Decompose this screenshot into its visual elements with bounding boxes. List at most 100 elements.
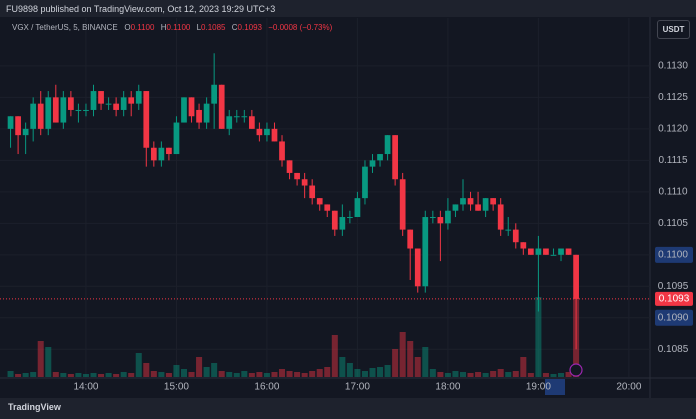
volume-bar bbox=[467, 373, 474, 377]
volume-bar bbox=[37, 341, 44, 377]
candle-body bbox=[181, 97, 187, 123]
x-tick-label: 19:00 bbox=[526, 382, 551, 393]
volume-bar bbox=[369, 368, 376, 377]
volume-bar bbox=[30, 372, 37, 377]
volume-bar bbox=[392, 349, 399, 377]
volume-bar bbox=[241, 371, 248, 377]
candle-body bbox=[248, 116, 255, 129]
volume-bar bbox=[90, 373, 97, 377]
candle-body bbox=[279, 141, 285, 161]
candle-body bbox=[558, 248, 564, 255]
candle-body bbox=[369, 160, 376, 167]
candle-body bbox=[22, 128, 29, 136]
ohlc-value: 0.1085 bbox=[201, 23, 226, 32]
volume-bar bbox=[150, 371, 157, 377]
volume-bar bbox=[218, 371, 225, 377]
volume-bar bbox=[422, 347, 429, 377]
candle-body bbox=[475, 204, 481, 211]
volume-bar bbox=[316, 369, 323, 377]
last-price-label: 0.1093 bbox=[659, 294, 690, 305]
candle-body bbox=[233, 116, 240, 118]
candle-body bbox=[113, 103, 119, 110]
volume-bar bbox=[429, 369, 436, 377]
y-tick-label: 0.1095 bbox=[658, 281, 689, 292]
candle-body bbox=[120, 97, 127, 110]
volume-bar bbox=[22, 373, 29, 377]
candle-body bbox=[452, 204, 459, 211]
volume-bar bbox=[113, 374, 120, 377]
candle-body bbox=[135, 91, 142, 104]
top-bar bbox=[0, 0, 696, 17]
legend: VGX / TetherUS, 5, BINANCE O0.1100 H0.11… bbox=[12, 23, 336, 32]
volume-bar bbox=[407, 341, 414, 377]
candle-body bbox=[482, 198, 489, 211]
volume-bar bbox=[294, 372, 301, 377]
candle-body bbox=[90, 91, 97, 110]
candle-body bbox=[105, 103, 112, 105]
volume-bar bbox=[82, 374, 89, 377]
candle-body bbox=[98, 91, 104, 104]
candle-body bbox=[68, 97, 74, 110]
candle-body bbox=[173, 122, 180, 155]
y-tick-label: 0.1100 bbox=[658, 249, 688, 260]
currency-button[interactable]: USDT bbox=[657, 20, 690, 39]
y-tick-label: 0.1120 bbox=[658, 123, 688, 134]
candle-body bbox=[150, 147, 157, 161]
x-tick-label: 15:00 bbox=[164, 382, 189, 393]
candle-body bbox=[37, 103, 44, 129]
volume-bar bbox=[165, 373, 172, 377]
candle-body bbox=[271, 128, 278, 142]
volume-bar bbox=[271, 372, 278, 377]
y-tick-label: 0.1105 bbox=[658, 218, 688, 229]
candle-body bbox=[550, 254, 557, 256]
candle-body bbox=[211, 84, 218, 104]
volume-bar bbox=[173, 365, 180, 377]
volume-bar bbox=[226, 372, 233, 377]
candle-body bbox=[83, 109, 89, 111]
volume-bar bbox=[233, 373, 240, 377]
candle-body bbox=[331, 210, 338, 230]
volume-bar bbox=[414, 357, 421, 377]
volume-bar bbox=[248, 373, 255, 377]
ohlc-key: H bbox=[160, 23, 167, 32]
volume-bar bbox=[158, 372, 165, 377]
volume-bar bbox=[452, 371, 459, 377]
volume-bar bbox=[286, 371, 293, 377]
candle-body bbox=[384, 135, 391, 155]
candle-body bbox=[264, 128, 270, 136]
volume-bar bbox=[482, 373, 489, 377]
volume-bar bbox=[361, 371, 368, 377]
volume-bar bbox=[180, 369, 188, 377]
symbol: VGX / TetherUS, 5, BINANCE bbox=[12, 23, 118, 32]
candle-body bbox=[543, 248, 549, 255]
candle-body bbox=[512, 229, 519, 243]
time-highlight bbox=[545, 379, 565, 395]
candle-body bbox=[188, 97, 195, 117]
volume-bar bbox=[75, 373, 82, 377]
candle-body bbox=[158, 147, 165, 161]
volume-bar bbox=[535, 297, 542, 377]
volume-bar bbox=[203, 367, 210, 377]
candle-body bbox=[301, 179, 308, 186]
ohlc-key: O bbox=[124, 23, 131, 32]
volume-bar bbox=[105, 373, 112, 377]
y-tick-label: 0.1115 bbox=[658, 155, 688, 166]
volume-bar bbox=[475, 372, 482, 377]
ohlc-key: L bbox=[196, 23, 202, 32]
candle-body bbox=[60, 97, 67, 123]
candle-body bbox=[407, 229, 414, 249]
ohlc-key: C bbox=[231, 23, 238, 32]
volume-bar bbox=[7, 371, 14, 377]
candle-body bbox=[520, 242, 527, 249]
volume-bar bbox=[45, 347, 52, 377]
candle-body bbox=[45, 97, 52, 129]
volume-bar bbox=[52, 372, 59, 377]
candle-body bbox=[392, 135, 398, 180]
x-tick-label: 20:00 bbox=[616, 382, 641, 393]
candle-body bbox=[460, 198, 466, 205]
change: −0.0008 (−0.73%) bbox=[268, 23, 333, 32]
volume-bar bbox=[339, 357, 346, 377]
x-tick-label: 14:00 bbox=[73, 382, 98, 393]
volume-bar bbox=[15, 374, 22, 377]
candle-body bbox=[15, 116, 21, 136]
